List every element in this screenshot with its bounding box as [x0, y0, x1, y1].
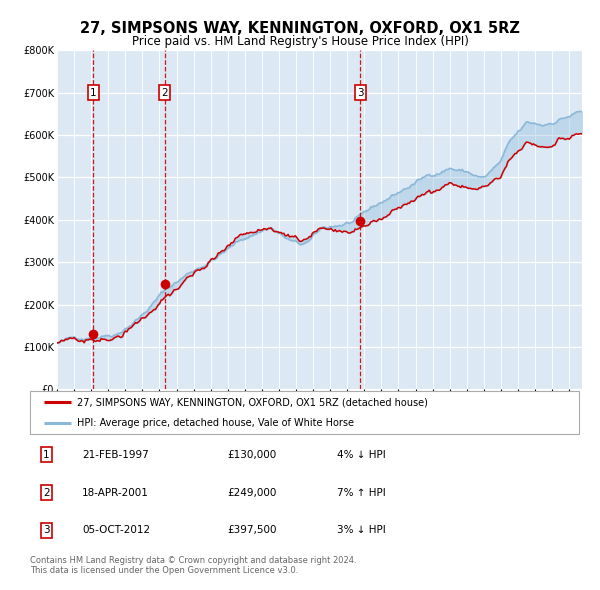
Text: 4% ↓ HPI: 4% ↓ HPI: [337, 450, 386, 460]
Text: 27, SIMPSONS WAY, KENNINGTON, OXFORD, OX1 5RZ (detached house): 27, SIMPSONS WAY, KENNINGTON, OXFORD, OX…: [77, 397, 428, 407]
Text: £130,000: £130,000: [227, 450, 277, 460]
Text: 2: 2: [43, 488, 50, 497]
FancyBboxPatch shape: [30, 391, 579, 434]
Text: £397,500: £397,500: [227, 526, 277, 535]
Text: 1: 1: [90, 87, 97, 97]
Text: 18-APR-2001: 18-APR-2001: [82, 488, 149, 497]
Text: 3: 3: [357, 87, 364, 97]
Text: £249,000: £249,000: [227, 488, 277, 497]
Text: Contains HM Land Registry data © Crown copyright and database right 2024.
This d: Contains HM Land Registry data © Crown c…: [30, 556, 356, 575]
Text: Price paid vs. HM Land Registry's House Price Index (HPI): Price paid vs. HM Land Registry's House …: [131, 35, 469, 48]
Text: 3: 3: [43, 526, 50, 535]
Text: HPI: Average price, detached house, Vale of White Horse: HPI: Average price, detached house, Vale…: [77, 418, 353, 428]
Text: 7% ↑ HPI: 7% ↑ HPI: [337, 488, 386, 497]
Text: 2: 2: [161, 87, 168, 97]
Text: 27, SIMPSONS WAY, KENNINGTON, OXFORD, OX1 5RZ: 27, SIMPSONS WAY, KENNINGTON, OXFORD, OX…: [80, 21, 520, 35]
Text: 05-OCT-2012: 05-OCT-2012: [82, 526, 150, 535]
Text: 21-FEB-1997: 21-FEB-1997: [82, 450, 149, 460]
Text: 3% ↓ HPI: 3% ↓ HPI: [337, 526, 386, 535]
Text: 1: 1: [43, 450, 50, 460]
